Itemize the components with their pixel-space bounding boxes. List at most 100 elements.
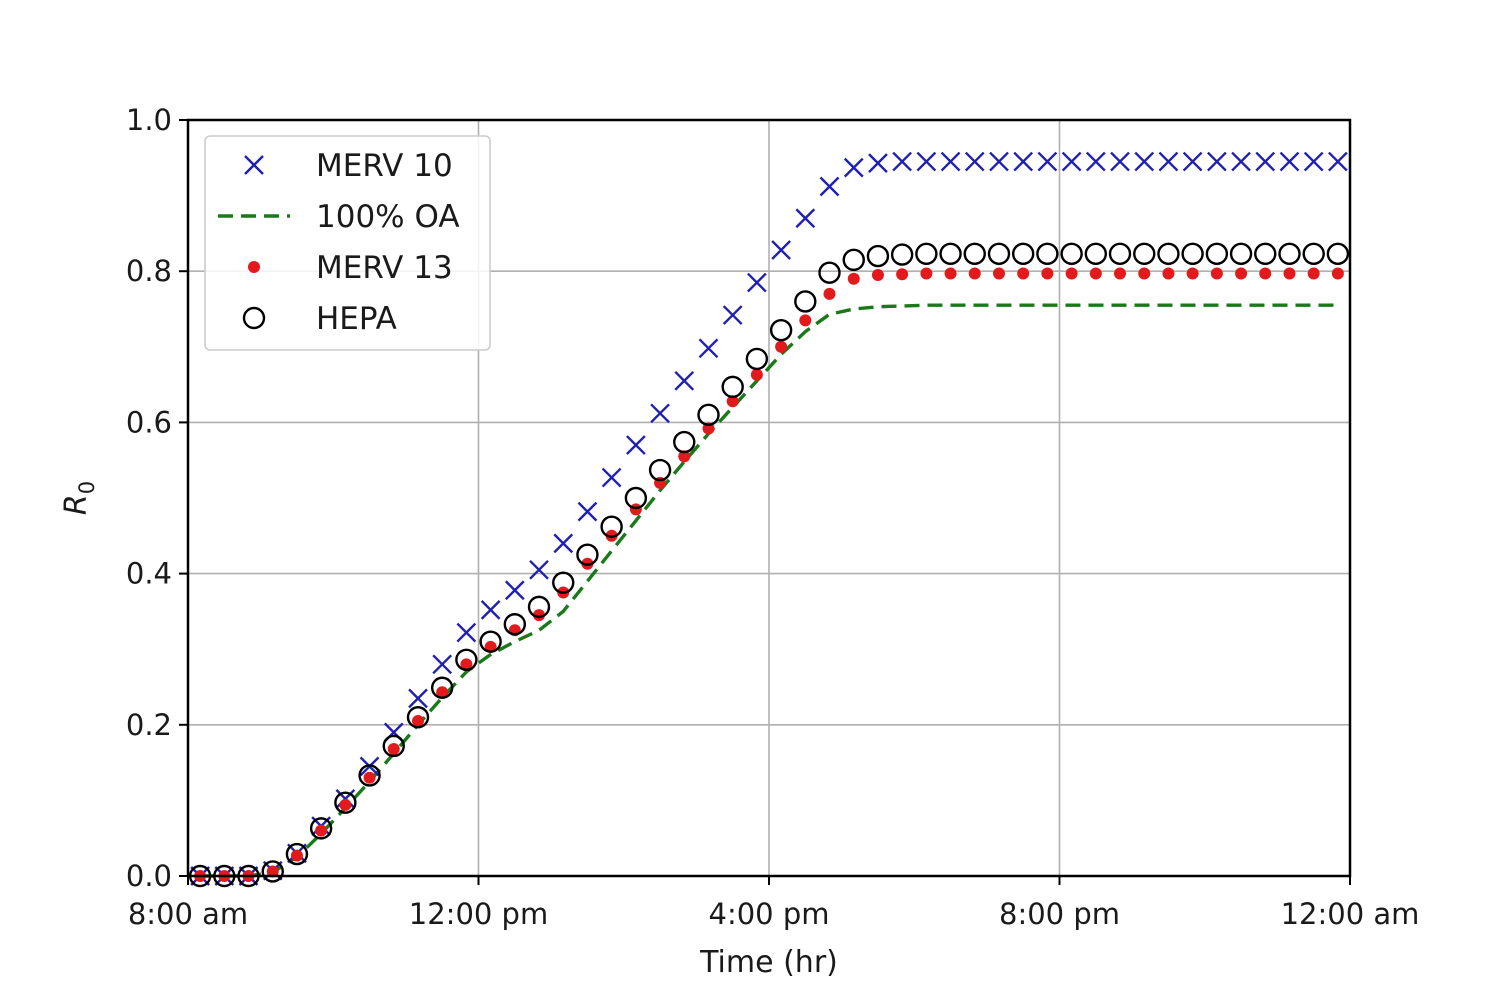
hepa-point [721, 375, 744, 399]
hepa-point [479, 630, 502, 653]
x-marker-stroke [456, 622, 477, 643]
merv-13-point [775, 340, 788, 353]
hepa-point [527, 595, 551, 619]
merv-10-point [408, 688, 428, 709]
hepa-point [1181, 242, 1204, 266]
x-marker-stroke [843, 157, 864, 178]
x-marker-stroke [626, 435, 646, 455]
hepa-point [697, 403, 720, 427]
y-axis-label-main: R [59, 494, 94, 515]
x-marker-stroke [1207, 151, 1227, 172]
hepa-point [963, 242, 986, 266]
merv-10-point [1061, 151, 1082, 172]
x-marker-stroke [577, 501, 598, 522]
x-marker-stroke [964, 151, 985, 172]
merv-10-point [698, 338, 719, 359]
merv-13-point [629, 503, 642, 516]
merv-13-point [1041, 267, 1054, 280]
hepa-point [285, 842, 309, 866]
hepa-point [406, 706, 430, 729]
merv-13-point [678, 450, 691, 463]
hepa-point [1084, 242, 1108, 266]
x-marker-stroke [868, 153, 888, 173]
x-marker-stroke [1328, 151, 1348, 172]
hepa-point [552, 571, 575, 594]
merv-13-point [436, 686, 449, 699]
merv-13-point [1235, 267, 1248, 280]
x-marker-stroke [1134, 151, 1155, 172]
hepa-point [794, 290, 817, 313]
merv-13-point [484, 640, 497, 653]
merv-10-point [989, 151, 1009, 172]
merv-13-point [1113, 267, 1126, 280]
hepa-point [1133, 242, 1156, 266]
x-marker-stroke [892, 151, 912, 172]
merv-13-point [993, 267, 1006, 280]
merv-13-point [339, 798, 352, 811]
merv-10-point [480, 600, 501, 620]
x-marker-stroke [504, 580, 525, 601]
legend: MERV 10 100% OA MERV 13 HEPA [204, 135, 491, 351]
merv-10-point [940, 151, 961, 172]
merv-13-point [412, 715, 425, 728]
hepa-point [890, 243, 914, 266]
hepa-point [1205, 242, 1229, 266]
merv-10-point [456, 622, 477, 643]
hepa-point [818, 261, 841, 284]
merv-10-point [650, 403, 670, 424]
merv-13-point [1017, 267, 1030, 280]
x-tick-label: 12:00 pm [409, 897, 548, 931]
x-marker-stroke [819, 176, 840, 197]
merv-13-point [1259, 267, 1272, 280]
merv-10-point [601, 467, 622, 488]
x-tick-label: 4:00 pm [709, 897, 830, 931]
hepa-point [358, 764, 381, 787]
merv-10-point [1013, 151, 1034, 172]
x-marker-stroke [432, 654, 453, 675]
hepa-point [503, 613, 527, 636]
x-marker-stroke [480, 600, 501, 620]
merv-10-point [916, 151, 937, 172]
merv-10-point [819, 176, 840, 197]
x-tick-label: 8:00 pm [999, 897, 1120, 931]
legend-merv-13-marker [248, 261, 260, 273]
hepa-point [1157, 242, 1180, 266]
y-tick-label: 0.2 [126, 708, 172, 742]
hepa-point [261, 860, 284, 883]
x-marker-stroke [553, 533, 574, 554]
merv-10-point [1255, 151, 1276, 172]
merv-10-point [795, 208, 816, 229]
x-marker-stroke [1061, 151, 1082, 172]
hepa-point [576, 543, 599, 566]
merv-10-point [1182, 151, 1203, 172]
merv-10-point [771, 240, 791, 260]
x-marker-stroke [674, 370, 695, 391]
merv-10-point [1110, 151, 1130, 172]
merv-10-point [626, 435, 646, 455]
merv-13-point [1307, 267, 1320, 280]
legend-box [204, 135, 491, 351]
merv-10-point [577, 501, 598, 522]
merv-13-point [266, 865, 279, 878]
oa-line [200, 303, 1338, 878]
x-marker-stroke [795, 208, 816, 229]
hepa-point [1011, 242, 1035, 266]
hepa-point [1302, 242, 1325, 266]
hepa-point [745, 347, 769, 371]
merv-13-point [1162, 267, 1175, 280]
x-marker-stroke [408, 688, 428, 709]
hepa-point [842, 248, 865, 272]
x-marker-stroke [335, 789, 356, 809]
hepa-point [624, 486, 648, 510]
merv-10-point [432, 654, 453, 675]
x-marker-stroke [1255, 151, 1276, 172]
x-marker-stroke [1303, 151, 1324, 172]
merv-13-point [847, 272, 860, 285]
merv-10-point [529, 559, 549, 580]
hepa-point [987, 242, 1011, 266]
merv-10-point [722, 305, 743, 325]
x-marker-stroke [1231, 151, 1251, 172]
x-marker-stroke [916, 151, 937, 172]
series-100-oa [200, 303, 1338, 878]
merv-13-point [968, 267, 981, 280]
